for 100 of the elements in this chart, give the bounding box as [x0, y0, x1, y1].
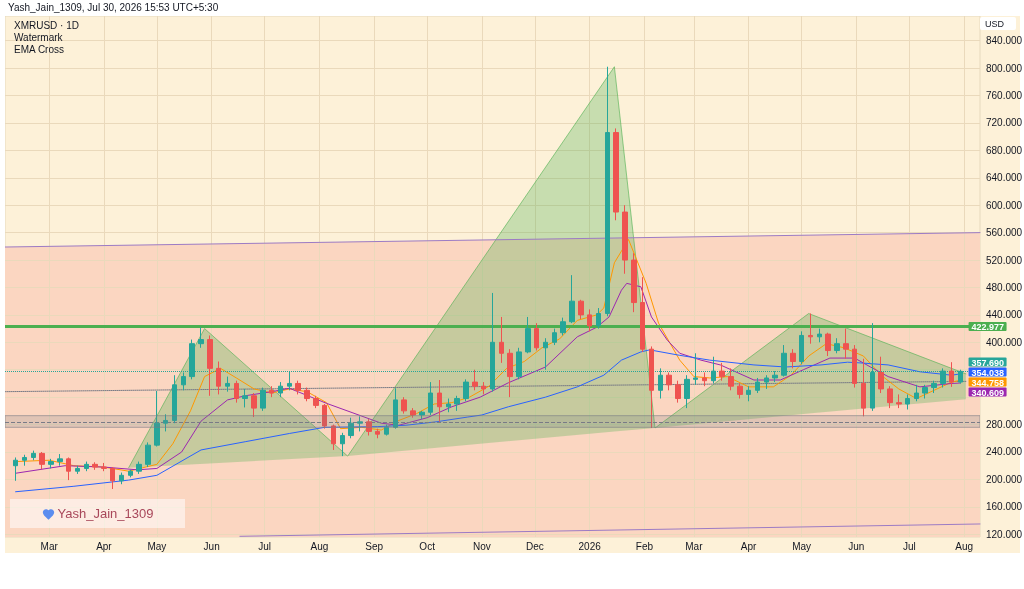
x-tick-label: Mar: [40, 540, 59, 552]
x-tick-label: May: [147, 540, 167, 552]
x-tick-label: Jul: [258, 540, 272, 552]
candlestick: [922, 384, 928, 400]
candlestick: [454, 395, 460, 412]
candlestick: [649, 345, 654, 429]
x-tick-label: Jun: [848, 540, 865, 552]
candlestick: [84, 461, 89, 472]
y-tick-label: 840.000: [986, 35, 1023, 47]
candlestick: [207, 334, 213, 397]
y-tick-label: 480.000: [986, 281, 1023, 293]
candlestick: [251, 392, 257, 418]
y-tick-label: 600.000: [986, 199, 1023, 211]
candlestick: [702, 371, 707, 387]
x-tick-label: Apr: [740, 540, 758, 552]
candlestick: [666, 371, 672, 391]
data-label: 354.038: [971, 367, 1005, 378]
y-tick-label: 800.000: [986, 62, 1023, 74]
candlestick: [560, 317, 566, 336]
y-tick-label: 280.000: [986, 419, 1023, 431]
candlestick: [410, 407, 416, 419]
candlestick: [234, 380, 239, 404]
x-tick-label: 2026: [578, 540, 602, 552]
candlestick: [737, 382, 743, 400]
chart-title: XMRUSD · 1D: [14, 20, 80, 32]
y-tick-label: 200.000: [986, 473, 1023, 485]
candlestick: [569, 274, 575, 324]
candlestick: [428, 381, 433, 416]
candlestick: [269, 385, 274, 398]
candlestick: [472, 369, 478, 391]
candlestick: [75, 465, 80, 475]
y-tick-label: 560.000: [986, 227, 1023, 239]
candlestick: [675, 380, 681, 404]
candlestick: [128, 469, 133, 478]
candlestick: [534, 322, 539, 352]
candlestick: [57, 453, 63, 467]
candlestick: [755, 377, 760, 394]
candlestick: [587, 308, 592, 332]
candlestick: [384, 424, 389, 437]
candlestick: [260, 387, 266, 412]
candlestick: [437, 379, 442, 423]
candlestick: [216, 361, 221, 395]
candlestick: [463, 378, 469, 402]
candlestick: [914, 384, 919, 402]
candlestick: [198, 326, 204, 349]
candlestick: [834, 337, 840, 354]
candlestick: [817, 328, 822, 343]
x-tick-label: Dec: [525, 540, 544, 552]
candlestick: [931, 380, 937, 394]
candlestick: [242, 388, 248, 408]
candlestick: [499, 316, 504, 364]
candlestick: [393, 387, 398, 430]
candlestick: [92, 461, 98, 471]
x-tick-label: Apr: [96, 540, 113, 552]
annotation: EMA Cross: [14, 44, 65, 56]
candlestick: [313, 395, 319, 409]
y-tick-label: 720.000: [986, 117, 1023, 129]
candlestick: [163, 413, 168, 432]
candlestick: [331, 424, 336, 451]
candlestick: [172, 374, 177, 424]
candlestick: [225, 376, 230, 393]
x-tick-label: Aug: [955, 540, 973, 552]
candlestick: [48, 458, 54, 469]
x-tick-label: Jul: [902, 540, 916, 552]
candlestick: [631, 252, 637, 313]
x-tick-label: Oct: [419, 540, 436, 552]
annotation: Watermark: [14, 32, 64, 44]
y-tick-label: 760.000: [986, 90, 1023, 102]
label-box: Yash_Jain_1309: [10, 499, 185, 528]
candlestick: [357, 415, 363, 432]
candlestick: [481, 381, 486, 395]
y-tick-label: 160.000: [986, 501, 1023, 513]
y-tick-label: 680.000: [986, 144, 1023, 156]
candlestick: [552, 328, 557, 346]
candlestick: [825, 332, 831, 357]
candlestick: [852, 344, 857, 389]
y-axis-title: USD: [985, 18, 1005, 29]
candlestick: [401, 396, 407, 415]
candlestick: [640, 276, 645, 353]
candlestick: [790, 348, 796, 369]
candlestick: [322, 403, 327, 430]
candlestick: [764, 374, 769, 390]
x-tick-label: Sep: [365, 540, 384, 552]
y-tick-label: 400.000: [986, 336, 1023, 348]
candlestick: [66, 456, 71, 481]
candlestick: [154, 390, 160, 448]
annotation: Yash_Jain_1309: [57, 506, 154, 521]
candlestick: [596, 307, 601, 330]
x-tick-label: Jun: [203, 540, 220, 552]
candlestick: [684, 374, 690, 409]
candlestick: [861, 358, 866, 417]
y-tick-label: 120.000: [986, 528, 1023, 540]
candlestick: [366, 418, 372, 437]
y-tick-label: 440.000: [986, 309, 1023, 321]
candlestick: [348, 417, 354, 439]
data-label: 344.758: [971, 377, 1005, 388]
x-tick-label: May: [792, 540, 812, 552]
candlestick: [507, 348, 513, 398]
candlestick: [31, 450, 36, 461]
candlestick: [39, 451, 45, 470]
